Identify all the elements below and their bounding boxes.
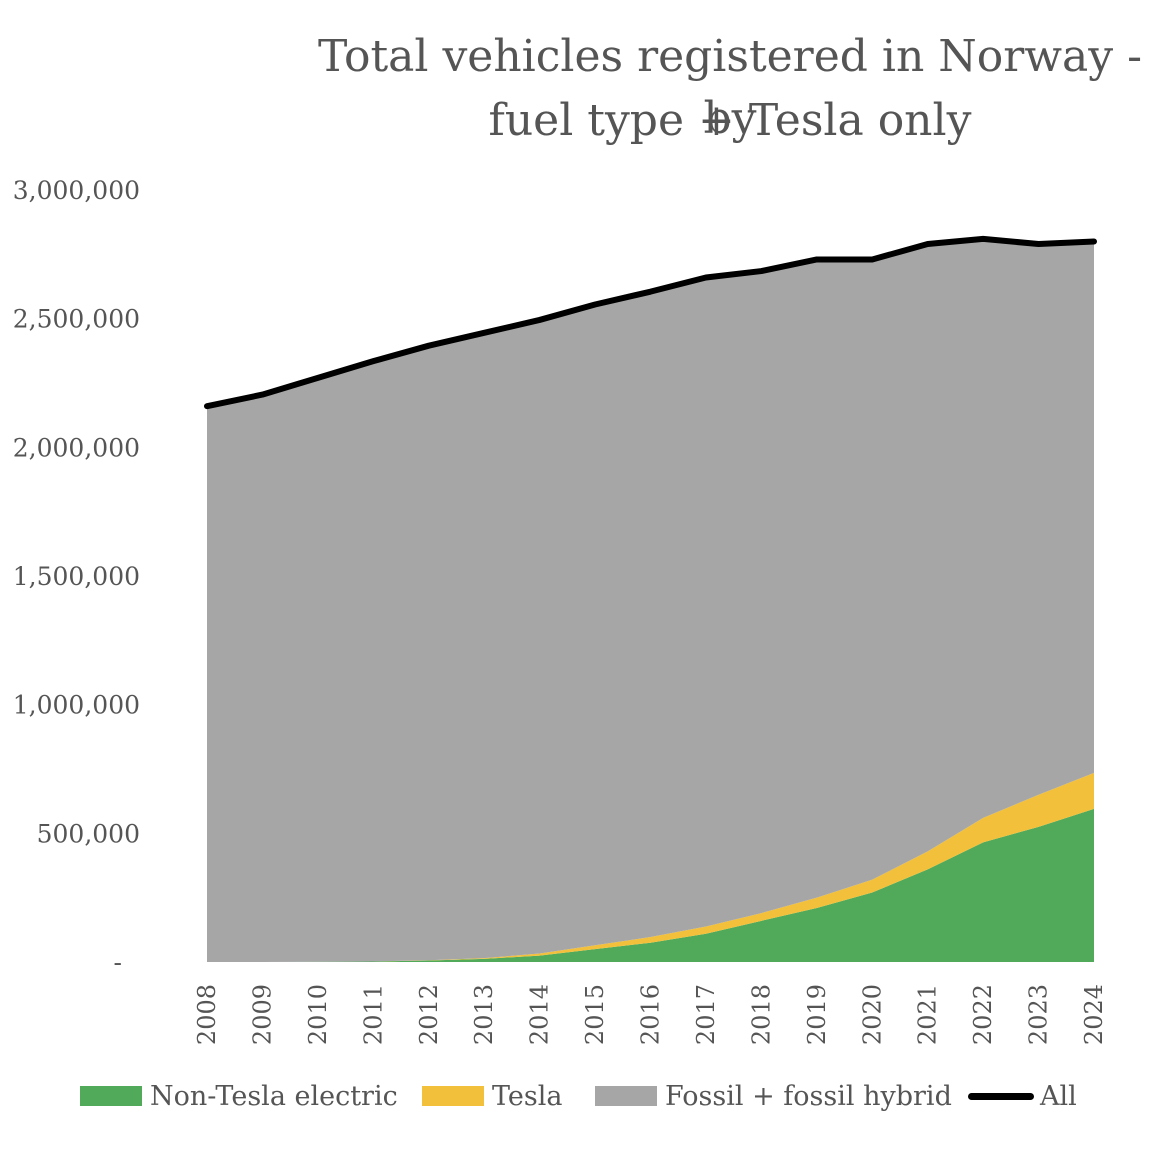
legend-item-tesla: Tesla: [422, 1076, 562, 1116]
x-tick-label: 2011: [359, 984, 387, 1045]
x-tick-label: 2014: [526, 984, 554, 1045]
y-tick-label: 1,500,000: [13, 562, 140, 591]
legend-item-all: All: [968, 1076, 1077, 1116]
x-tick-label: 2009: [248, 984, 276, 1045]
x-tick-label: 2008: [193, 984, 221, 1045]
y-tick-label: 2,000,000: [13, 433, 140, 462]
legend-item-fossil: Fossil + fossil hybrid: [595, 1076, 952, 1116]
x-tick-label: 2010: [304, 984, 332, 1045]
y-tick-label: -: [114, 948, 122, 977]
y-tick-label: 3,000,000: [13, 176, 140, 205]
line-layer: [204, 235, 1097, 410]
line-all: [204, 235, 1097, 410]
y-tick-label: 2,500,000: [13, 305, 140, 334]
legend-label-fossil: Fossil + fossil hybrid: [665, 1080, 952, 1112]
legend-label-all: All: [1040, 1080, 1077, 1112]
x-tick-label: 2020: [858, 984, 886, 1045]
legend-item-non-tesla-electric: Non-Tesla electric: [80, 1076, 398, 1116]
x-tick-label: 2018: [747, 984, 775, 1045]
y-axis: - 500,000 1,000,000 1,500,000 2,000,000 2,500…: [13, 176, 140, 977]
x-tick-label: 2012: [415, 984, 443, 1045]
area-non-tesla-electric: [207, 808, 1094, 962]
x-tick-label: 2021: [914, 984, 942, 1045]
x-tick-label: 2022: [969, 984, 997, 1045]
x-tick-label: 2013: [470, 984, 498, 1045]
x-tick-label: 2015: [581, 984, 609, 1045]
legend: Non-Tesla electric Tesla Fossil + fossil…: [0, 1076, 1160, 1116]
legend-swatch-fossil: [595, 1086, 657, 1106]
legend-swatch-tesla: [422, 1086, 484, 1106]
legend-label-non-tesla-electric: Non-Tesla electric: [150, 1080, 398, 1112]
x-tick-label: 2019: [803, 984, 831, 1045]
legend-swatch-non-tesla-electric: [80, 1086, 142, 1106]
y-tick-label: 500,000: [37, 819, 140, 848]
chart-title-line-2: fuel type + Tesla only: [488, 95, 972, 146]
chart-title-line-1: Total vehicles registered in Norway - by: [318, 31, 1142, 144]
legend-label-tesla: Tesla: [492, 1080, 563, 1112]
area-tesla: [207, 772, 1094, 962]
x-tick-label: 2023: [1025, 984, 1053, 1045]
x-tick-label: 2016: [637, 984, 665, 1045]
x-tick-label: 2017: [692, 984, 720, 1045]
legend-line-all: [968, 1092, 1034, 1100]
areas-layer: [207, 238, 1094, 962]
area-fossil-fossil-hybrid: [207, 238, 1094, 962]
x-axis: 2008 2009 2010 2011 2012 2013 2014 2015 2016 2017…: [193, 984, 1108, 1045]
y-tick-label: 1,000,000: [13, 691, 140, 720]
x-tick-label: 2024: [1080, 984, 1108, 1045]
